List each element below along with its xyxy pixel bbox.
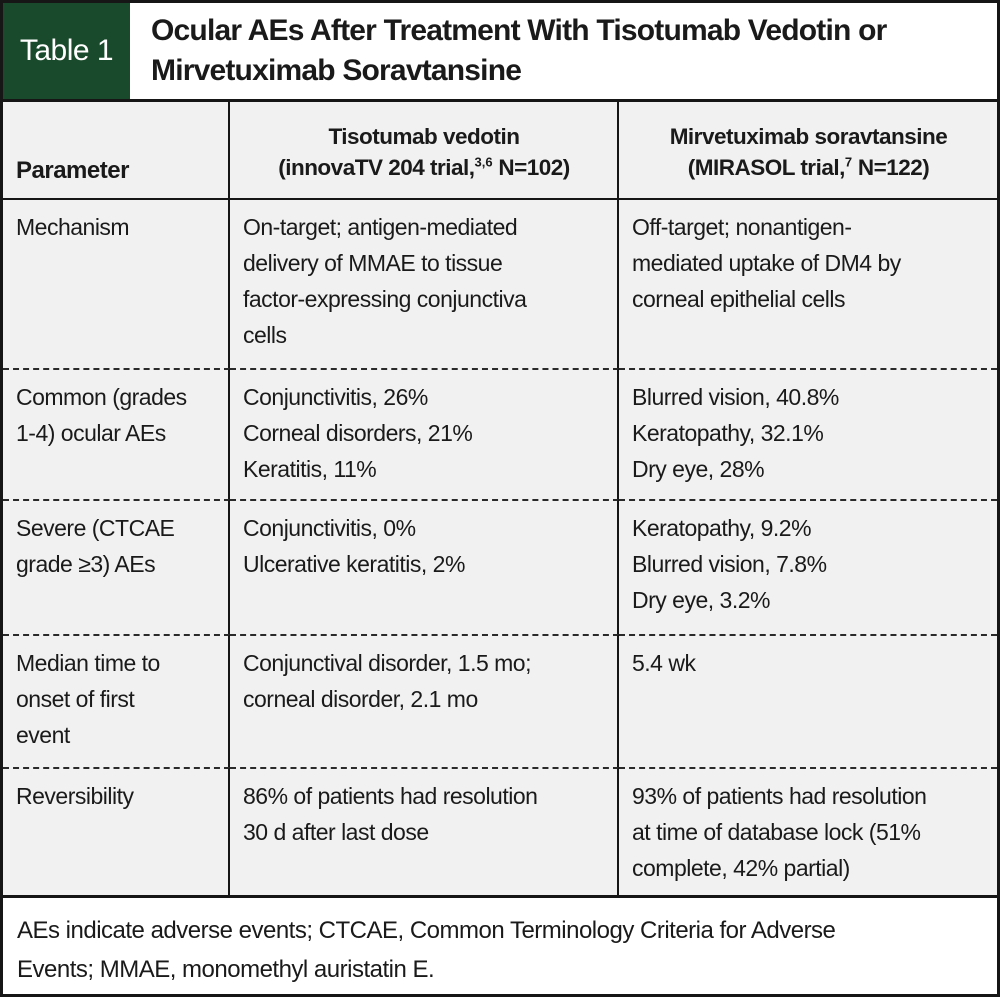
row-reversibility-parameter: Reversibility (3, 767, 230, 895)
trial-info-mirvetuximab: (MIRASOL trial,7 N=122) (688, 152, 930, 183)
row-common-aes-mirvetuximab: Blurred vision, 40.8% Keratopathy, 32.1%… (619, 368, 997, 499)
row-reversibility-mirvetuximab: 93% of patients had resolution at time o… (619, 767, 997, 895)
column-header-parameter-label: Parameter (16, 157, 129, 184)
reference-superscript: 3,6 (474, 154, 493, 170)
table-number-label: Table 1 (19, 34, 114, 67)
table-title-bar: Table 1 Ocular AEs After Treatment With … (3, 3, 997, 102)
trial-name-text: (MIRASOL trial, (687, 155, 846, 180)
drug-name-tisotumab: Tisotumab vedotin (328, 124, 520, 149)
row-severe-aes-tisotumab: Conjunctivitis, 0% Ulcerative keratitis,… (230, 499, 619, 634)
trial-info-tisotumab: (innovaTV 204 trial,3,6 N=102) (278, 152, 570, 183)
drug-name-mirvetuximab: Mirvetuximab soravtansine (669, 124, 948, 149)
table-title: Ocular AEs After Treatment With Tisotuma… (151, 14, 887, 87)
row-common-aes-tisotumab: Conjunctivitis, 26% Corneal disorders, 2… (230, 368, 619, 499)
row-mechanism-tisotumab: On-target; antigen-mediated delivery of … (230, 200, 619, 368)
row-severe-aes-mirvetuximab: Keratopathy, 9.2% Blurred vision, 7.8% D… (619, 499, 997, 634)
row-common-aes-parameter: Common (grades 1-4) ocular AEs (3, 368, 230, 499)
column-header-tisotumab: Tisotumab vedotin (innovaTV 204 trial,3,… (230, 102, 619, 200)
row-reversibility-tisotumab: 86% of patients had resolution 30 d afte… (230, 767, 619, 895)
trial-n-text: N=122) (852, 155, 930, 180)
row-mechanism-mirvetuximab: Off-target; nonantigen- mediated uptake … (632, 214, 901, 312)
row-severe-aes-parameter: Severe (CTCAE grade ≥3) AEs (3, 499, 230, 634)
row-median-onset-parameter: Median time to onset of first event (3, 634, 230, 767)
row-median-onset-tisotumab: Conjunctival disorder, 1.5 mo; corneal d… (230, 634, 619, 767)
row-mechanism-parameter: Mechanism (3, 200, 230, 368)
trial-n-text: N=102) (492, 155, 570, 180)
trial-name-text: (innovaTV 204 trial, (278, 155, 475, 180)
table-number-chip: Table 1 (3, 3, 130, 99)
data-table: Parameter Tisotumab vedotin (innovaTV 20… (3, 102, 997, 898)
row-median-onset-mirvetuximab: 5.4 wk (619, 634, 997, 767)
reference-superscript: 7 (844, 154, 853, 170)
footnote: AEs indicate adverse events; CTCAE, Comm… (3, 898, 997, 994)
column-header-parameter: Parameter (3, 102, 230, 200)
column-header-mirvetuximab: Mirvetuximab soravtansine (MIRASOL trial… (619, 102, 997, 200)
